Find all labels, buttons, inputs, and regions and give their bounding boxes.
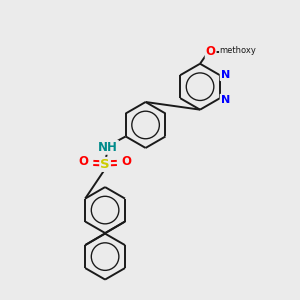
Text: O: O: [206, 45, 216, 58]
Text: N: N: [220, 94, 230, 105]
Text: NH: NH: [98, 141, 118, 154]
Text: O: O: [78, 155, 88, 168]
Text: N: N: [220, 70, 230, 80]
Text: methoxy: methoxy: [220, 46, 256, 55]
Text: S: S: [100, 158, 110, 171]
Text: O: O: [122, 155, 132, 168]
